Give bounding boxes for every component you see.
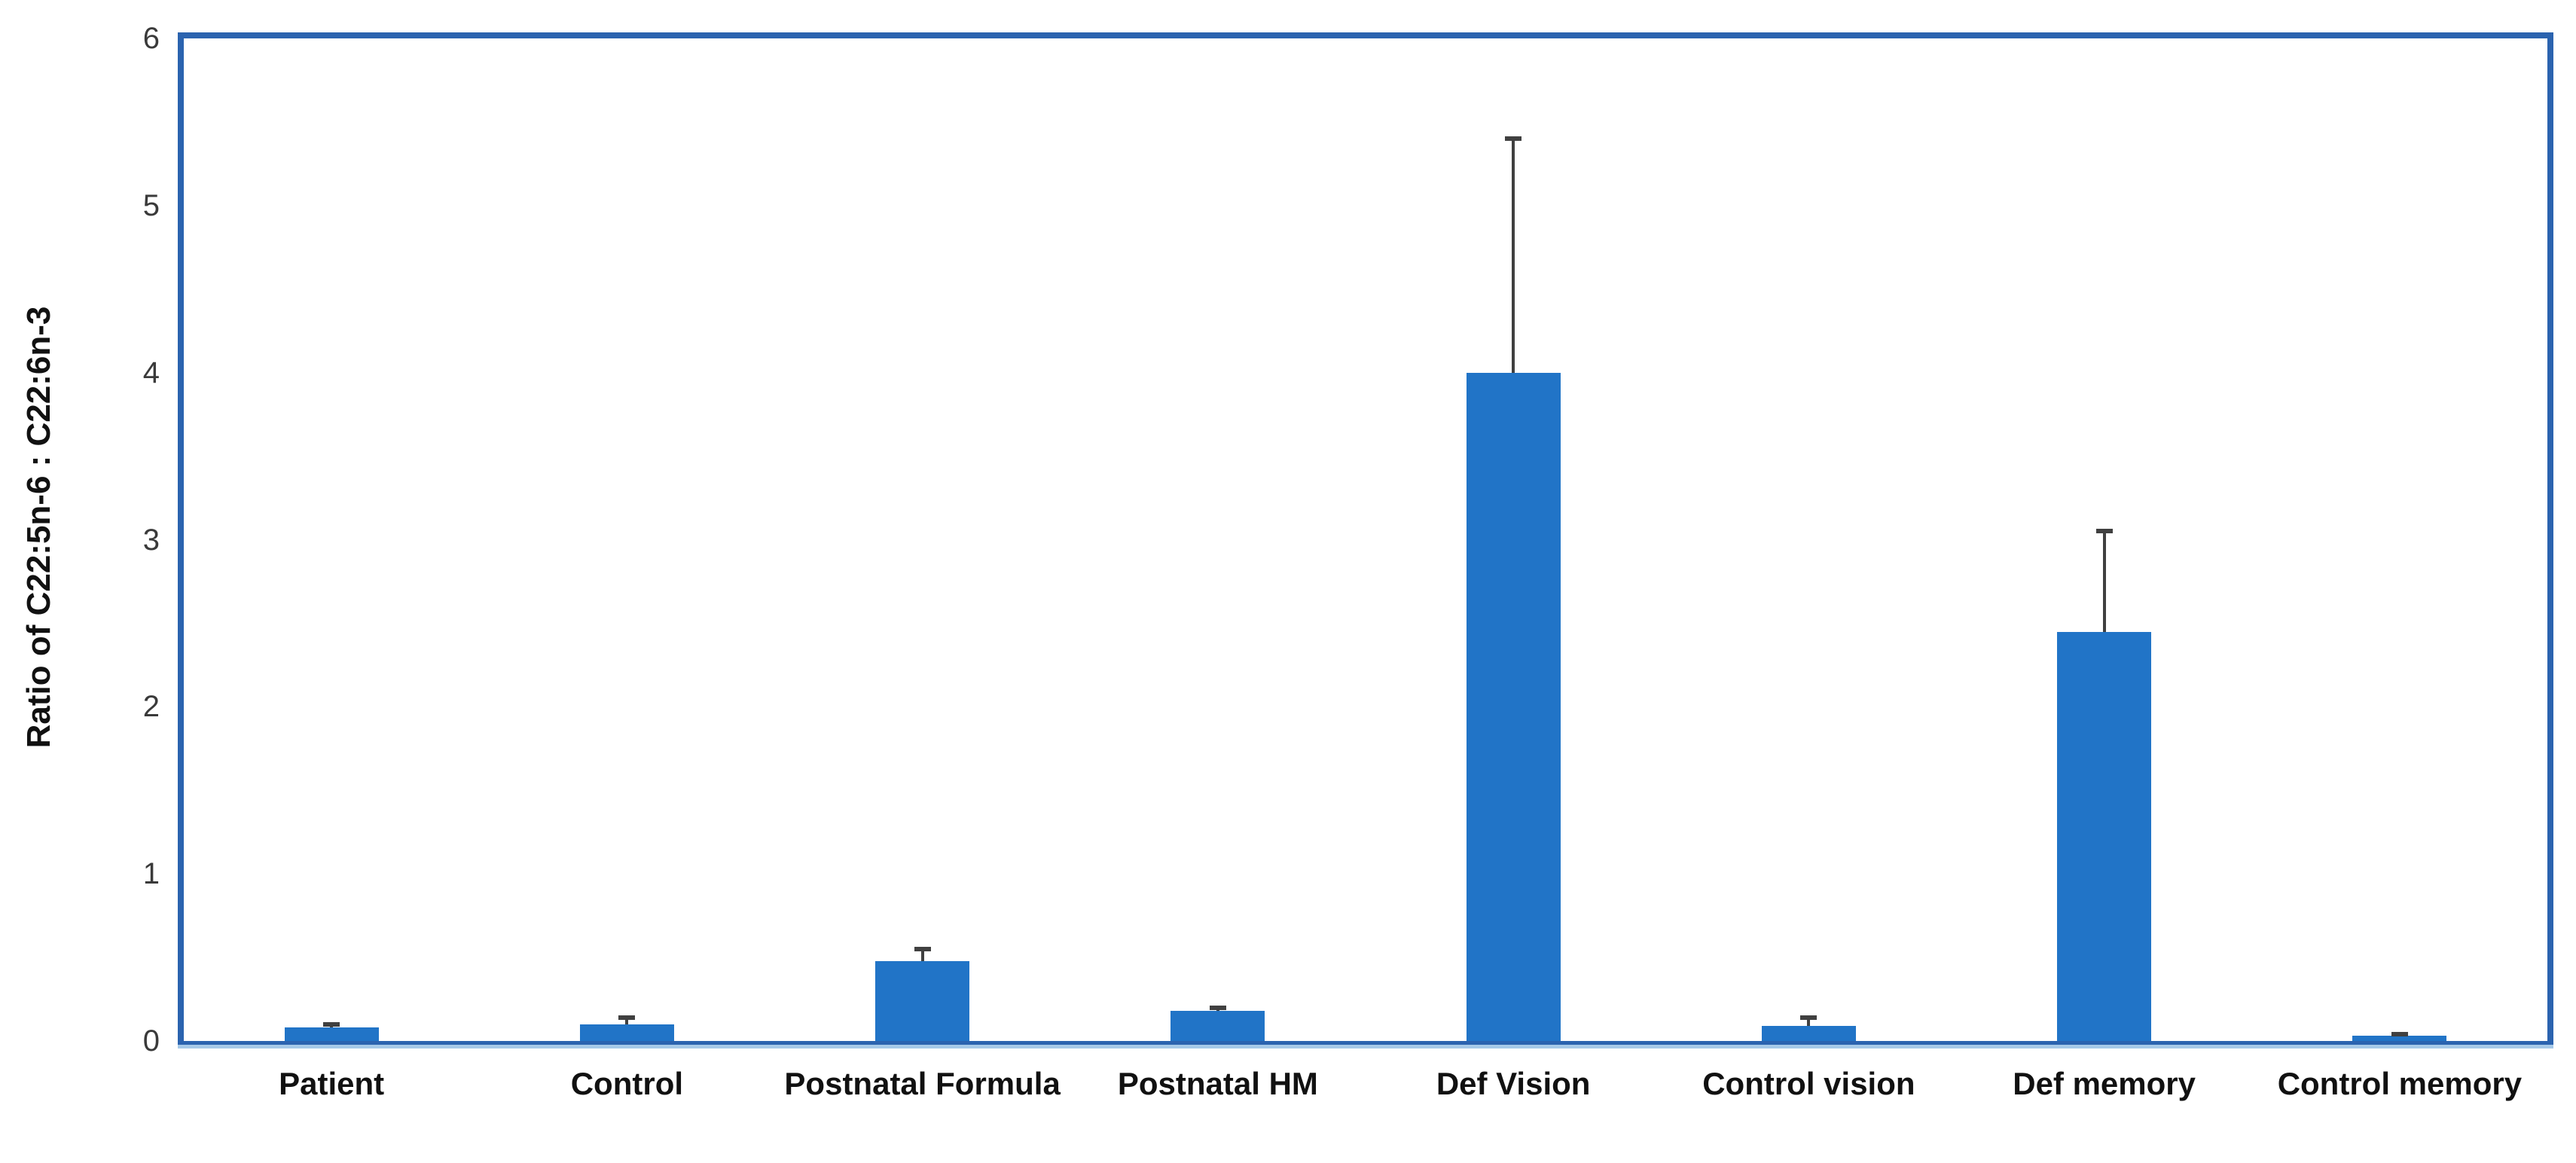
error-cap-patient	[323, 1021, 340, 1027]
y-tick-label-5: 5	[142, 188, 160, 222]
error-whisker-control	[625, 1017, 629, 1024]
x-category-label-control-memory: Control memory	[2277, 1066, 2523, 1101]
y-tick-label-6: 6	[142, 22, 160, 55]
x-category-label-control-vision: Control vision	[1702, 1066, 1915, 1101]
y-tick-label-3: 3	[142, 523, 160, 557]
error-cap-control-memory	[2391, 1032, 2408, 1037]
bar-postnatal-hm	[1170, 1011, 1265, 1041]
x-category-label-def-memory: Def memory	[2013, 1066, 2196, 1101]
error-cap-postnatal-hm	[1209, 1005, 1226, 1010]
x-category-label-postnatal-hm: Postnatal HM	[1117, 1066, 1318, 1101]
error-whisker-control-vision	[1807, 1017, 1811, 1027]
bar-control-vision	[1761, 1026, 1856, 1041]
bar-patient	[284, 1027, 379, 1041]
x-axis-underline	[178, 1045, 2553, 1049]
bar-postnatal-formula	[875, 960, 970, 1041]
bar-control-memory	[2352, 1036, 2447, 1041]
y-tick-label-4: 4	[142, 356, 160, 389]
error-whisker-def-vision	[1512, 139, 1515, 373]
bar-def-memory	[2057, 631, 2152, 1041]
y-tick-label-1: 1	[142, 857, 160, 891]
y-tick-label-2: 2	[142, 690, 160, 724]
plot-area	[178, 32, 2553, 1049]
y-tick-label-0: 0	[142, 1024, 160, 1058]
error-cap-control-vision	[1800, 1015, 1818, 1020]
error-cap-postnatal-formula	[914, 947, 931, 951]
error-whisker-postnatal-formula	[920, 949, 924, 961]
x-category-label-control: Control	[570, 1066, 684, 1101]
x-category-label-postnatal-formula: Postnatal Formula	[784, 1066, 1061, 1101]
error-cap-def-memory	[2095, 529, 2113, 534]
bar-def-vision	[1466, 372, 1561, 1041]
bar-control	[579, 1024, 674, 1041]
error-whisker-def-memory	[2102, 531, 2106, 632]
x-category-label-patient: Patient	[279, 1066, 385, 1101]
x-category-label-def-vision: Def Vision	[1436, 1066, 1591, 1101]
error-cap-control	[618, 1015, 636, 1020]
error-cap-def-vision	[1505, 136, 1522, 142]
